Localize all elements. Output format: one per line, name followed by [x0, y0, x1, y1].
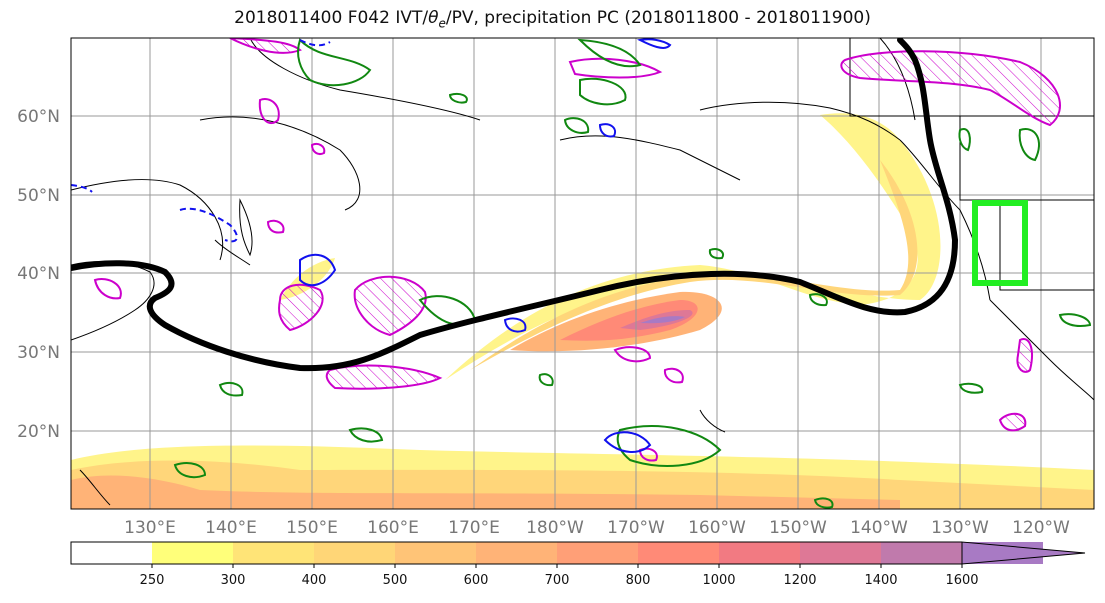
- colorbar-segment: [719, 542, 800, 564]
- lon-label: 130°E: [124, 518, 176, 538]
- colorbar-segment: [395, 542, 476, 564]
- colorbar-label: 700: [545, 573, 570, 588]
- lon-label: 130°W: [931, 518, 989, 538]
- colorbar-segment: [152, 542, 233, 564]
- lat-label: 40°N: [17, 264, 60, 284]
- lon-label: 170°W: [607, 518, 665, 538]
- colorbar-label: 800: [626, 573, 651, 588]
- lon-label: 120°W: [1012, 518, 1070, 538]
- lat-label: 30°N: [17, 343, 60, 363]
- lon-label: 160°E: [367, 518, 419, 538]
- lon-label: 160°W: [688, 518, 746, 538]
- colorbar-label: 1200: [783, 573, 816, 588]
- lon-label: 140°E: [205, 518, 257, 538]
- lat-label: 60°N: [17, 107, 60, 127]
- precipitation-contours: [71, 38, 1092, 509]
- colorbar-label: 600: [464, 573, 489, 588]
- ivt-shading: [71, 113, 1094, 509]
- colorbar: 250 300 400 500 600 700 800 1000 1200 1400 1600: [70, 541, 1086, 588]
- colorbar-label: 1000: [702, 573, 735, 588]
- colorbar-segment: [233, 542, 314, 564]
- lon-label: 150°W: [769, 518, 827, 538]
- lon-label: 150°E: [286, 518, 338, 538]
- latitude-labels: 60°N 50°N 40°N 30°N 20°N: [17, 107, 60, 442]
- colorbar-label: 1600: [945, 573, 978, 588]
- colorbar-segment: [557, 542, 638, 564]
- lon-label: 140°W: [850, 518, 908, 538]
- map-frame: [70, 37, 1095, 510]
- pv-contours: [93, 38, 1061, 462]
- lat-label: 20°N: [17, 422, 60, 442]
- colorbar-label: 400: [302, 573, 327, 588]
- lat-label: 50°N: [17, 186, 60, 206]
- colorbar-segment: [71, 542, 152, 564]
- longitude-labels: 130°E 140°E 150°E 160°E 170°E 180°W 170°…: [124, 518, 1070, 538]
- colorbar-segment: [314, 542, 395, 564]
- colorbar-label: 1400: [864, 573, 897, 588]
- colorbar-label: 300: [221, 573, 246, 588]
- map-title: 2018011400 F042 IVT/θe/PV, precipitation…: [234, 8, 871, 31]
- colorbar-label: 500: [383, 573, 408, 588]
- colorbar-segment: [638, 542, 719, 564]
- colorbar-outline: [70, 541, 962, 565]
- colorbar-segment: [881, 542, 962, 564]
- colorbar-segment: [800, 542, 881, 564]
- lon-label: 170°E: [448, 518, 500, 538]
- colorbar-segment: [476, 542, 557, 564]
- target-region-box: [972, 200, 1028, 286]
- lon-label: 180°W: [526, 518, 584, 538]
- colorbar-extend-arrow: [961, 541, 1086, 565]
- colorbar-label: 250: [140, 573, 165, 588]
- trajectory-line: [71, 38, 959, 372]
